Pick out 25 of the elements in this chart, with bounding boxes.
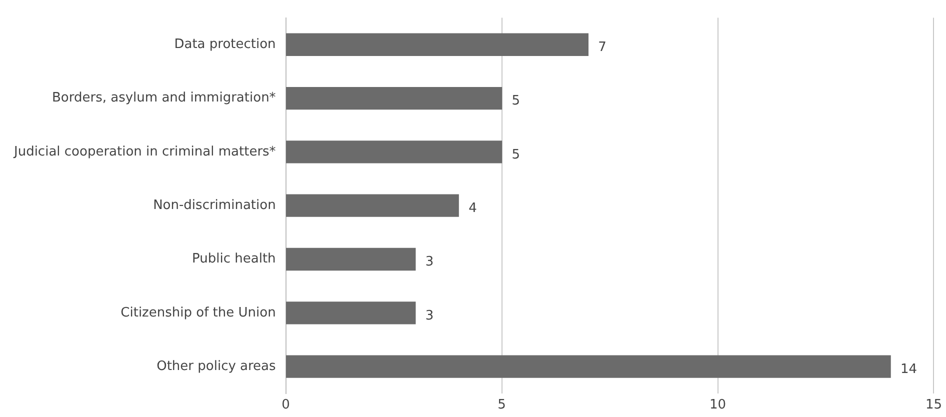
y-tick-label: Data protection <box>174 37 276 52</box>
bar <box>286 86 502 110</box>
y-tick-label: Borders, asylum and immigration* <box>52 90 276 106</box>
x-tick-label: 0 <box>282 398 290 413</box>
x-tick-label: 5 <box>498 398 506 413</box>
x-tick-label: 15 <box>925 398 942 413</box>
bar <box>286 140 502 164</box>
y-tick-label: Judicial cooperation in criminal matters* <box>12 144 276 160</box>
y-tick-label: Citizenship of the Union <box>120 305 276 320</box>
bar <box>286 33 588 56</box>
y-tick-label: Non-discrimination <box>153 198 276 213</box>
bar <box>286 248 416 271</box>
bar <box>286 355 891 378</box>
y-tick-label: Public health <box>192 252 276 267</box>
bar <box>286 302 416 324</box>
data-label: 14 <box>900 362 918 377</box>
data-label: 7 <box>598 40 606 56</box>
x-tick-label: 10 <box>709 398 726 413</box>
data-label: 4 <box>468 200 477 216</box>
y-tick-label: Other policy areas <box>156 358 276 374</box>
data-label: 5 <box>512 94 520 109</box>
bar <box>286 194 459 217</box>
data-label: 3 <box>425 308 434 324</box>
data-label: 3 <box>425 254 434 270</box>
data-label: 5 <box>512 147 520 162</box>
